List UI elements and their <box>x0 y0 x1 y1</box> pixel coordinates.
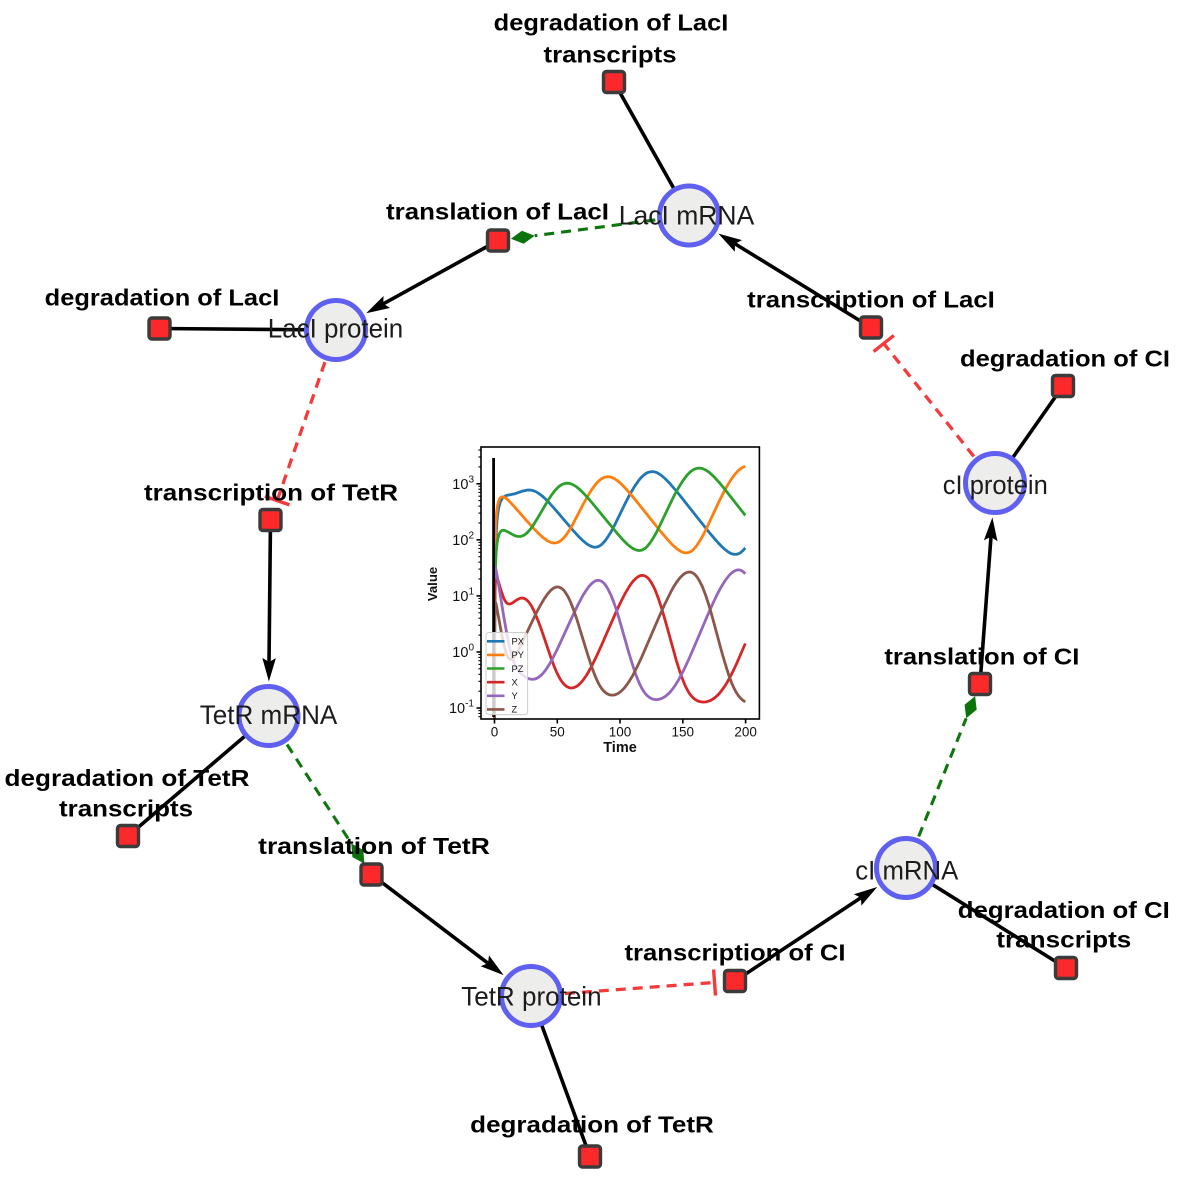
svg-text:0: 0 <box>491 725 499 740</box>
svg-text:150: 150 <box>672 725 695 740</box>
svg-text:TetR mRNA: TetR mRNA <box>200 700 338 730</box>
svg-text:transcription of TetR: transcription of TetR <box>144 480 398 506</box>
svg-text:200: 200 <box>734 725 757 740</box>
svg-text:transcripts: transcripts <box>544 42 677 68</box>
svg-text:translation of TetR: translation of TetR <box>258 833 490 859</box>
svg-text:LacI protein: LacI protein <box>268 314 403 344</box>
svg-text:Y: Y <box>512 691 518 701</box>
svg-text:50: 50 <box>550 725 565 740</box>
svg-text:Value: Value <box>425 567 440 601</box>
svg-text:TetR protein: TetR protein <box>461 982 601 1012</box>
svg-text:LacI mRNA: LacI mRNA <box>619 201 755 231</box>
svg-text:100: 100 <box>609 725 632 740</box>
svg-text:PY: PY <box>512 650 524 660</box>
svg-text:PX: PX <box>512 637 524 647</box>
svg-text:Time: Time <box>603 740 637 756</box>
svg-text:degradation of CI: degradation of CI <box>958 897 1170 923</box>
svg-text:transcripts: transcripts <box>59 796 193 822</box>
svg-text:transcripts: transcripts <box>996 927 1131 953</box>
svg-text:PZ: PZ <box>512 664 524 674</box>
svg-text:degradation of LacI: degradation of LacI <box>494 10 729 36</box>
svg-text:cI protein: cI protein <box>943 470 1048 500</box>
svg-text:translation of LacI: translation of LacI <box>386 199 609 225</box>
svg-text:Z: Z <box>512 705 518 715</box>
svg-text:degradation of TetR: degradation of TetR <box>5 765 250 791</box>
svg-text:transcription of CI: transcription of CI <box>625 940 846 966</box>
svg-text:degradation of CI: degradation of CI <box>960 346 1170 372</box>
svg-text:cI mRNA: cI mRNA <box>855 856 958 886</box>
svg-text:X: X <box>512 678 518 688</box>
svg-text:transcription of LacI: transcription of LacI <box>747 287 995 313</box>
svg-text:degradation of LacI: degradation of LacI <box>45 285 280 311</box>
svg-text:degradation of TetR: degradation of TetR <box>470 1112 714 1138</box>
svg-text:translation of CI: translation of CI <box>884 644 1079 670</box>
